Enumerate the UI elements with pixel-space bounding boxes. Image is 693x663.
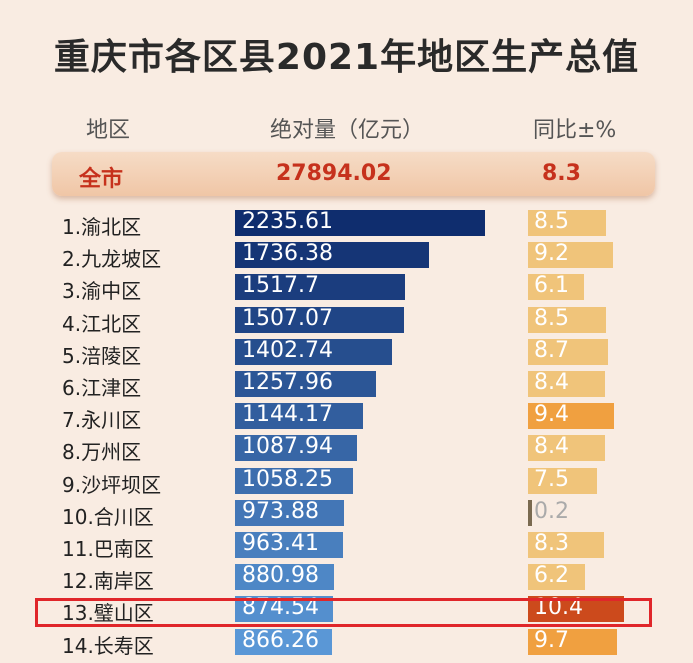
category-label: 1.渝北区 [62, 215, 142, 239]
value-label: 1402.74 [242, 337, 333, 363]
value-label: 866.26 [242, 627, 319, 653]
category-label: 6.江津区 [62, 376, 142, 400]
growth-label: 8.4 [534, 434, 569, 460]
category-label: 2.九龙坡区 [62, 247, 162, 272]
growth-bar [528, 564, 586, 591]
growth-label: 9.7 [534, 627, 569, 653]
value-bar [235, 532, 343, 558]
chart-title: 重庆市各区县2021年地区生产总值 [53, 37, 640, 78]
value-label: 973.88 [242, 498, 319, 524]
header-growth: 同比±% [533, 118, 617, 143]
category-label: 11.巴南区 [62, 537, 154, 561]
growth-label: 8.3 [534, 531, 569, 556]
value-label: 1257.96 [242, 370, 333, 395]
category-label: 8.万州区 [62, 440, 142, 465]
value-bar [235, 564, 334, 591]
growth-bar [528, 499, 532, 526]
growth-label: 0.2 [534, 498, 569, 524]
category-label: 14.长寿区 [62, 633, 154, 658]
growth-bar [528, 435, 606, 462]
growth-label: 9.4 [534, 402, 569, 428]
value-label: 1144.17 [242, 402, 333, 428]
category-label: 13.璧山区 [62, 601, 154, 626]
value-bar [235, 499, 344, 526]
value-bar [235, 242, 430, 269]
value-bar [235, 371, 376, 397]
growth-label: 9.2 [534, 241, 569, 267]
value-label: 1507.07 [242, 305, 333, 331]
category-label: 3.渝中区 [62, 279, 142, 304]
category-label: 10.合川区 [62, 504, 154, 529]
growth-bar [528, 210, 607, 236]
category-label: 4.江北区 [62, 311, 142, 336]
value-label: 1517.7 [242, 273, 319, 299]
growth-bar [528, 274, 585, 301]
growth-bar [528, 403, 615, 430]
value-bar [235, 628, 332, 655]
category-label: 5.涪陵区 [62, 343, 142, 368]
value-bar [235, 274, 405, 301]
growth-bar [528, 338, 609, 365]
highlight-box [35, 598, 652, 627]
total-growth: 8.3 [542, 161, 581, 186]
category-label: 9.沙坪坝区 [62, 472, 162, 497]
value-label: 880.98 [242, 563, 319, 589]
header-region: 地区 [86, 118, 131, 143]
value-label: 1058.25 [242, 466, 333, 492]
growth-bar [528, 306, 607, 333]
growth-label: 6.2 [534, 563, 569, 589]
value-label: 1087.94 [242, 434, 333, 460]
value-bar [235, 467, 354, 494]
header-value: 绝对量（亿元） [270, 118, 425, 143]
growth-label: 7.5 [534, 466, 569, 492]
total-value: 27894.02 [276, 161, 392, 186]
growth-bar [528, 242, 613, 269]
growth-bar [528, 371, 606, 397]
category-label: 12.南岸区 [62, 569, 154, 594]
growth-label: 8.7 [534, 337, 569, 363]
growth-bar [528, 532, 605, 558]
growth-label: 8.4 [534, 370, 569, 395]
growth-bar [528, 628, 618, 655]
growth-label: 8.5 [534, 209, 569, 234]
total-label: 全市 [79, 167, 124, 192]
value-bar [235, 435, 357, 462]
value-label: 1736.38 [242, 241, 333, 267]
value-bar [235, 403, 363, 430]
growth-label: 8.5 [534, 305, 569, 331]
value-label: 963.41 [242, 531, 319, 556]
value-label: 2235.61 [242, 209, 333, 234]
total-row [52, 152, 655, 196]
category-label: 7.永川区 [62, 408, 142, 433]
value-bar [235, 338, 392, 365]
growth-bar [528, 467, 597, 494]
value-bar [235, 210, 485, 236]
value-bar [235, 306, 404, 333]
growth-label: 6.1 [534, 273, 569, 299]
